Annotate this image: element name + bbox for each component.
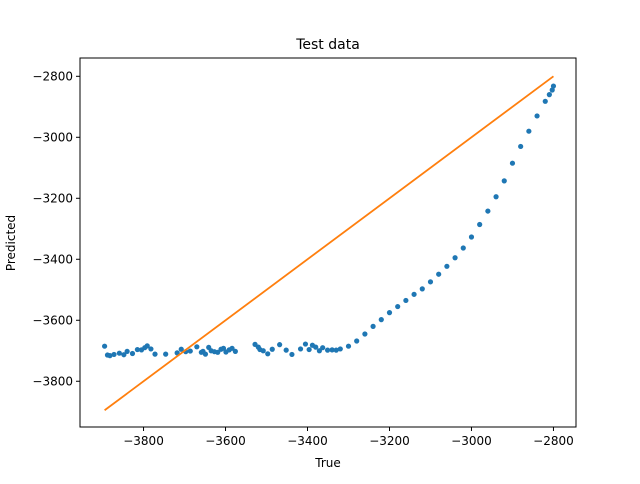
plot-area [80, 58, 576, 427]
scatter-point [111, 351, 117, 358]
scatter-point [134, 346, 140, 353]
y-tick-label: −3000 [32, 130, 73, 144]
scatter-point [215, 349, 221, 355]
scatter-point [313, 344, 319, 350]
scatter-point [444, 263, 450, 269]
scatter-point [324, 347, 331, 353]
scatter-point [320, 345, 326, 351]
scatter-point [468, 234, 475, 240]
x-axis-ticks: −3800 −3600 −3400 −3200 −3000 −2800 [123, 427, 574, 448]
scatter-point [163, 351, 169, 357]
chart-title: Test data [295, 37, 360, 53]
scatter-point [283, 347, 289, 353]
scatter-point [129, 350, 136, 357]
scatter-point [102, 343, 108, 349]
plot-frame [79, 57, 577, 428]
scatter-point [501, 178, 507, 184]
x-tick-label: −3000 [451, 434, 492, 448]
scatter-point [316, 348, 322, 354]
scatter-point [277, 342, 283, 348]
scatter-point [306, 346, 312, 353]
scatter-point [202, 351, 209, 357]
scatter-point [152, 351, 158, 357]
scatter-point [333, 347, 339, 353]
y-tick-label: −3600 [32, 313, 73, 327]
scatter-point [403, 297, 409, 304]
scatter-point [546, 92, 552, 98]
scatter-point [370, 323, 376, 329]
scatter-point [297, 346, 304, 352]
x-tick-label: −3600 [205, 434, 246, 448]
x-tick-label: −3800 [123, 434, 164, 448]
scatter-point [460, 245, 466, 251]
scatter-point [107, 353, 113, 359]
scatter-point [229, 345, 235, 351]
scatter-point [395, 303, 401, 310]
scatter-point [220, 345, 227, 351]
scatter-point [485, 208, 491, 214]
scatter-point [386, 310, 393, 316]
scatter-series [102, 83, 557, 359]
scatter-point [144, 343, 150, 349]
reference-line [104, 75, 554, 411]
scatter-point [354, 338, 360, 344]
scatter-point [194, 344, 200, 350]
scatter-point [187, 348, 193, 354]
reference-line-segment [104, 75, 554, 411]
scatter-point [289, 351, 295, 358]
scatter-point [493, 194, 499, 200]
scatter-point [302, 341, 309, 347]
x-tick-label: −2800 [533, 434, 574, 448]
scatter-point [526, 128, 532, 134]
scatter-point [477, 221, 483, 228]
x-axis-label: True [314, 456, 341, 470]
scatter-point [378, 317, 384, 323]
scatter-point [436, 271, 442, 277]
scatter-point [534, 113, 540, 119]
scatter-point [549, 87, 555, 93]
y-tick-label: −3800 [32, 374, 73, 388]
scatter-point [148, 346, 154, 352]
scatter-point [265, 351, 271, 357]
scatter-point [232, 348, 238, 354]
x-tick-label: −3400 [287, 434, 328, 448]
y-axis-label: Predicted [4, 215, 18, 271]
scatter-point [178, 346, 184, 352]
scatter-point [518, 143, 524, 150]
scatter-point [345, 343, 352, 349]
scatter-point [337, 346, 343, 352]
scatter-point [550, 83, 557, 89]
scatter-point [362, 331, 368, 337]
scatter-point [419, 286, 425, 292]
scatter-point [509, 160, 516, 166]
scatter-point [542, 98, 548, 104]
y-tick-label: −3200 [32, 191, 73, 205]
y-tick-label: −2800 [32, 69, 73, 83]
scatter-point [116, 350, 122, 356]
scatter-point [452, 255, 458, 261]
scatter-point [269, 346, 275, 352]
scatter-point [427, 279, 434, 285]
scatter-point [121, 352, 127, 358]
y-tick-label: −3400 [32, 252, 73, 266]
y-axis-ticks: −2800 −3000 −3200 −3400 −3600 −3800 [32, 69, 80, 388]
scatter-point [329, 347, 335, 353]
scatter-point [411, 291, 417, 297]
scatter-point [260, 348, 266, 354]
scatter-point [124, 348, 130, 354]
x-tick-label: −3200 [369, 434, 410, 448]
